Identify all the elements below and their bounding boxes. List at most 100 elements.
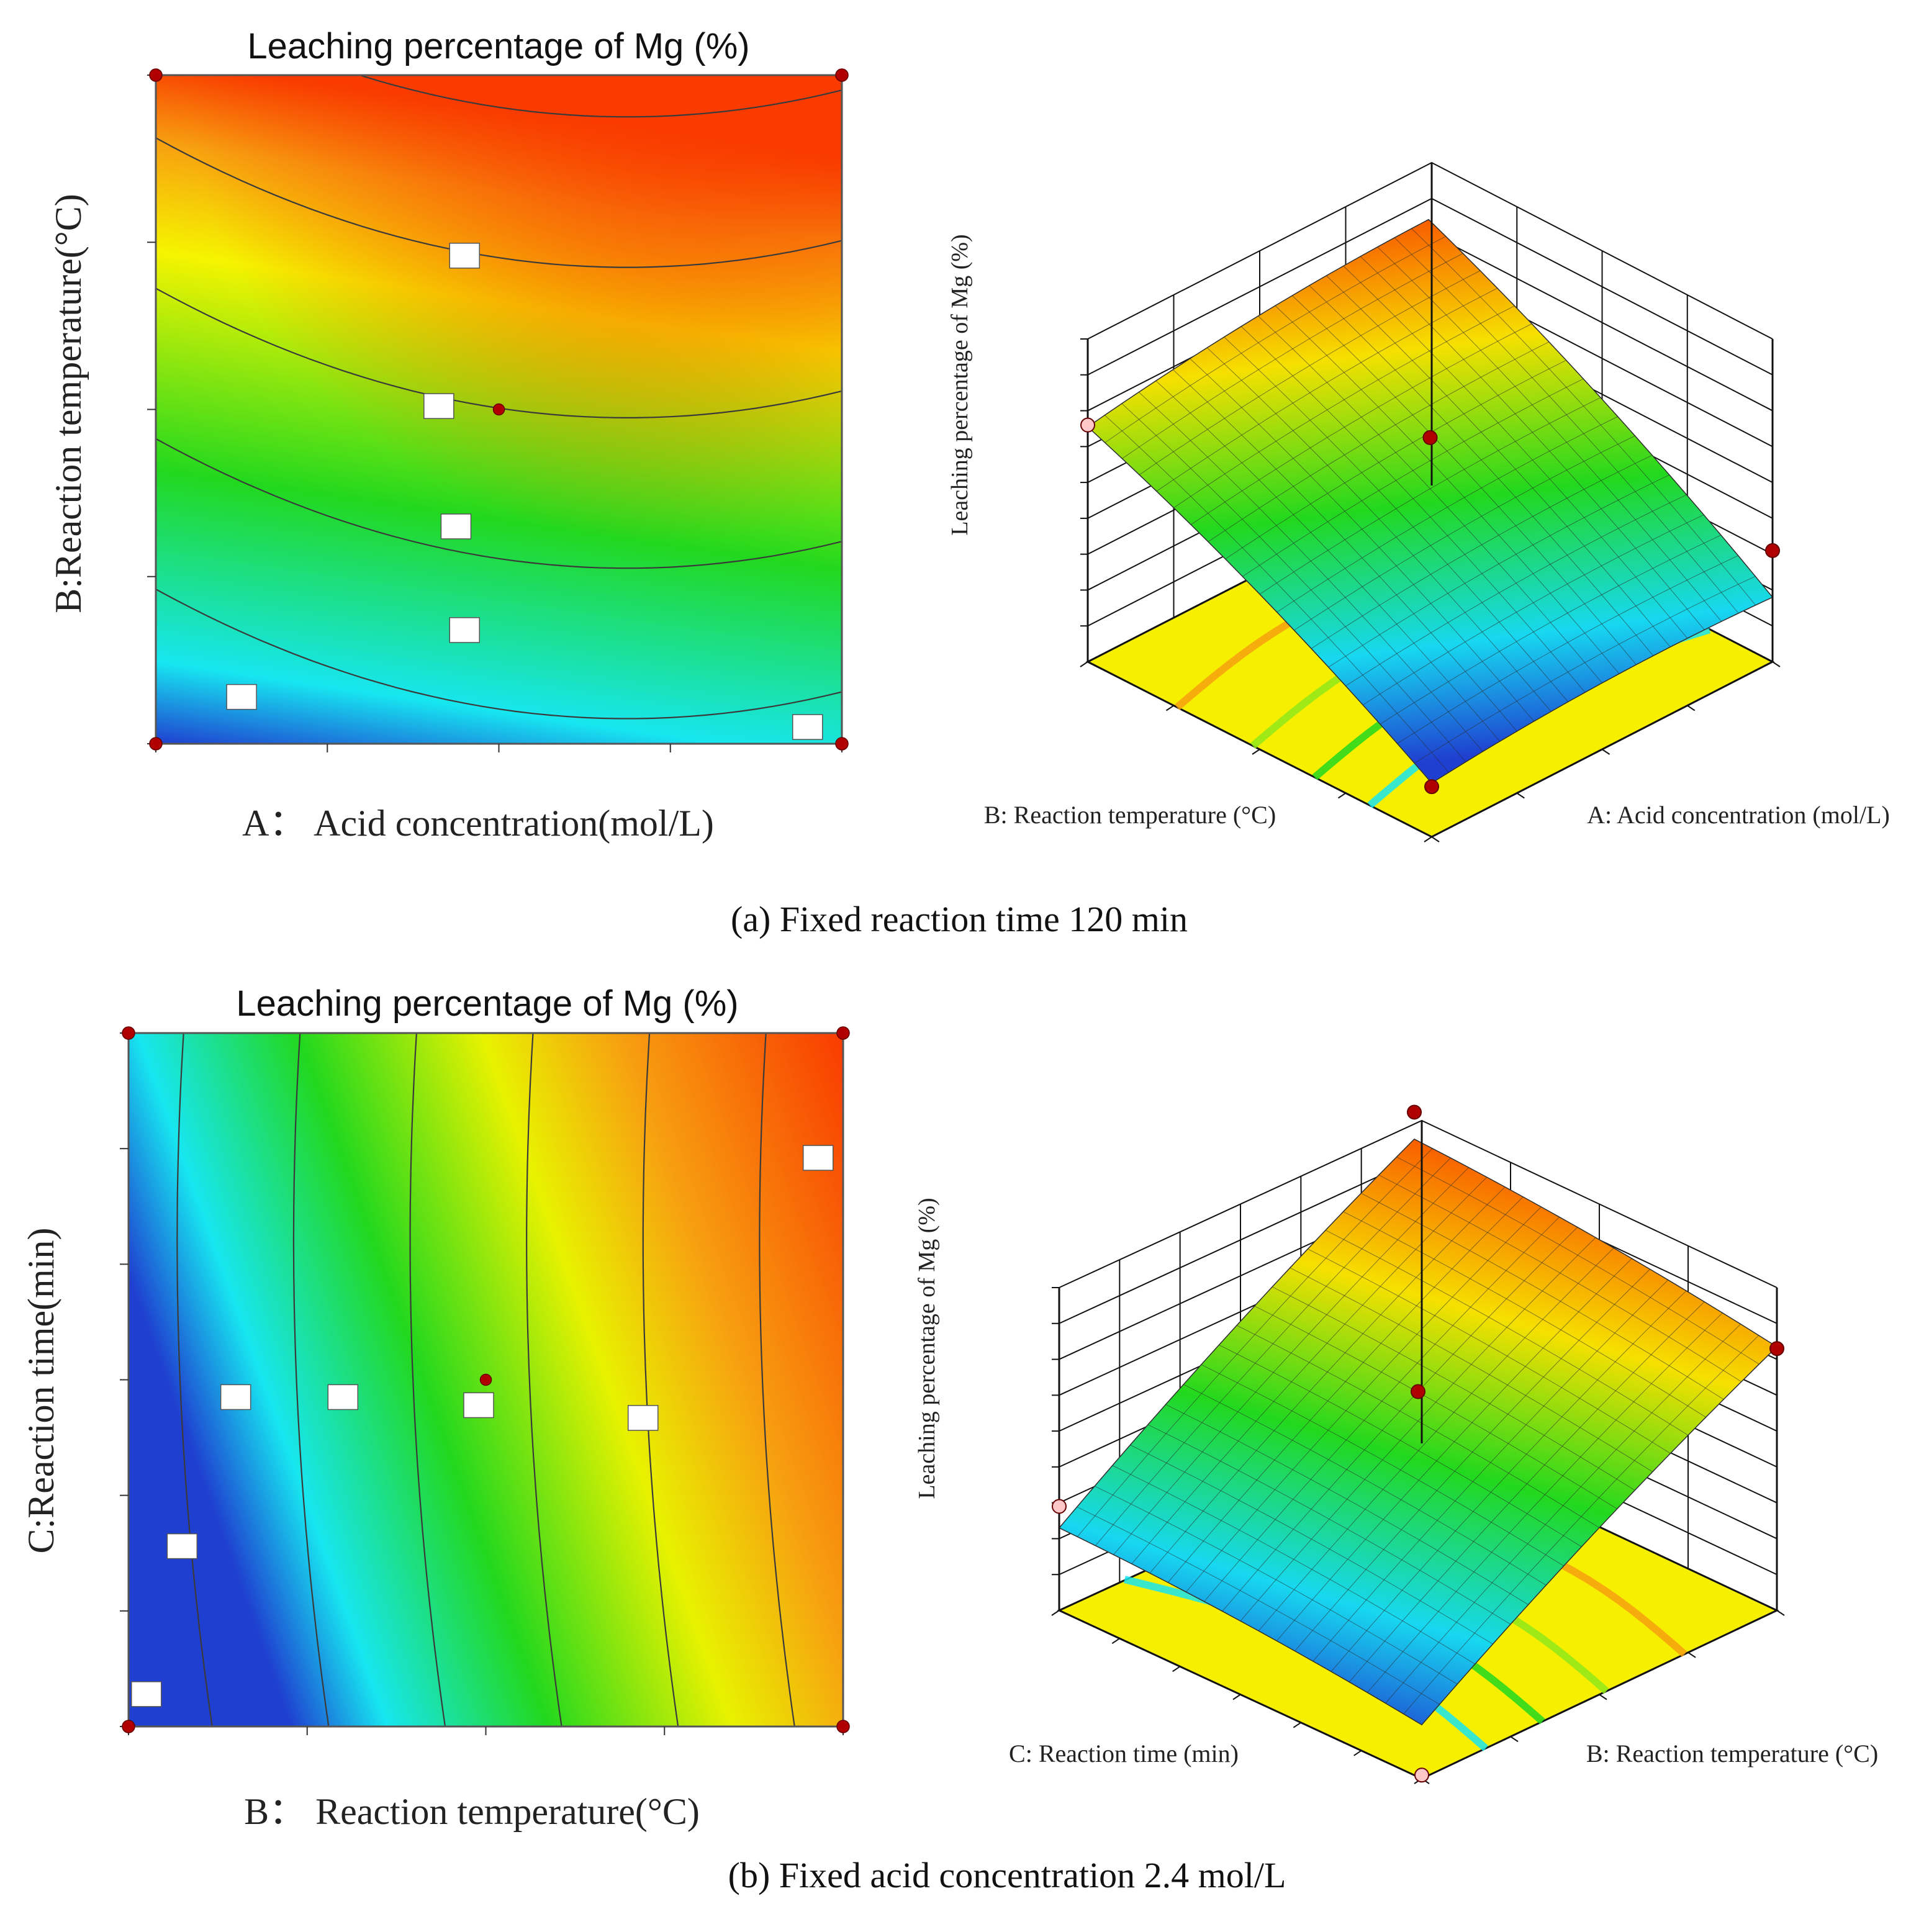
contour-label-box [220, 1384, 251, 1411]
caption-a: (a) Fixed reaction time 120 min [731, 899, 1188, 939]
contour-b-lines [176, 1032, 795, 1727]
x-tick-mark [1772, 661, 1781, 667]
y-tick-mark [1337, 792, 1347, 799]
design-point [1769, 1341, 1784, 1356]
chart-a-surface-zlabel: Leaching percentage of Mg (%) [947, 234, 973, 535]
contour-label-box [131, 1681, 162, 1707]
surface-a-mesh [1086, 219, 1774, 784]
contour-line [155, 137, 843, 268]
design-point [836, 1026, 850, 1040]
design-point [1424, 779, 1439, 795]
mesh-line [1294, 1269, 1650, 1651]
mesh-line [1312, 1280, 1669, 1662]
contour-label [440, 513, 472, 539]
contour-line [155, 438, 843, 569]
surface-b-points [1052, 1104, 1784, 1783]
contour-label [131, 1681, 162, 1707]
y-tick-mark [1172, 1666, 1181, 1672]
surface-a-ticks [1080, 338, 1781, 842]
design-point [1422, 430, 1438, 445]
mesh-line [1259, 397, 1601, 595]
mesh-line [1431, 597, 1773, 783]
design-point [122, 1026, 135, 1040]
mesh-line [1345, 494, 1687, 687]
mesh-line [1122, 253, 1463, 459]
mesh-line [1059, 1139, 1415, 1528]
mesh-line [1276, 416, 1618, 613]
contour-label [792, 714, 823, 740]
x-tick-mark [1599, 1694, 1607, 1700]
mesh-line [1276, 1258, 1632, 1641]
mesh-line [1186, 1206, 1542, 1592]
x-tick-mark [1687, 1651, 1696, 1658]
mesh-line [1139, 270, 1481, 476]
design-point [836, 1720, 850, 1733]
design-point [1052, 1499, 1067, 1514]
design-point [1411, 1384, 1425, 1399]
x-tick-mark [1431, 836, 1440, 842]
caption-b: (b) Fixed acid concentration 2.4 mol/L [728, 1855, 1286, 1895]
contour-label [449, 617, 480, 643]
x-tick-mark [1687, 705, 1696, 711]
contour-label-box [166, 1533, 198, 1560]
surface-a-points [1080, 417, 1780, 795]
mesh-line [1414, 576, 1756, 764]
mesh-line [1113, 1167, 1469, 1555]
contour-line [361, 75, 843, 118]
mesh-line [1403, 1335, 1760, 1715]
chart-a-contour-title: Leaching percentage of Mg (%) [247, 26, 749, 66]
mesh-line [1190, 323, 1532, 525]
contour-label-box [463, 1392, 494, 1419]
mesh-line [1105, 236, 1446, 443]
mesh-line [1208, 341, 1550, 543]
mesh-line [1095, 1157, 1451, 1546]
contour-label [226, 684, 257, 710]
mesh-line [1362, 514, 1704, 705]
surface-plot-b: Leaching percentage of Mg (%) C: Reactio… [914, 1104, 1878, 1784]
contour-label-box [327, 1384, 359, 1411]
contour-label [449, 243, 480, 269]
mesh-line [1156, 287, 1498, 492]
mesh-line [1173, 305, 1515, 508]
chart-a-surface-xlabel: A: Acid concentration (mol/L) [1587, 801, 1890, 829]
mesh-line [1258, 1247, 1614, 1632]
chart-b-surface-xlabel: B: Reaction temperature (°C) [1586, 1740, 1878, 1767]
design-point [835, 737, 849, 751]
contour-label-box [449, 617, 480, 643]
contour-label [327, 1384, 359, 1411]
surface-b-mesh [1058, 1138, 1778, 1726]
x-tick-mark [1601, 749, 1611, 755]
design-point [149, 737, 163, 751]
chart-b-contour-ylabel: C:Reaction time(min) [20, 1228, 61, 1554]
mesh-line [1348, 1301, 1705, 1682]
chart-a-surface-ylabel: B: Reaction temperature (°C) [984, 801, 1276, 829]
contour-plot-b: Leaching percentage of Mg (%) B： Reactio… [20, 983, 850, 1832]
mesh-line [1385, 1324, 1741, 1704]
design-point [1407, 1104, 1422, 1120]
contour-label [220, 1384, 251, 1411]
mesh-line [1167, 1196, 1524, 1583]
mesh-line [1149, 1186, 1506, 1574]
x-tick-mark [1510, 1736, 1519, 1743]
mesh-line [1330, 1290, 1687, 1672]
design-point [1765, 543, 1780, 558]
surface-plot-a: Leaching percentage of Mg (%) B: Reactio… [947, 161, 1890, 842]
contour-line [759, 1032, 795, 1727]
contour-label-box [226, 684, 257, 710]
y-tick-mark [1165, 705, 1175, 711]
mesh-line [1087, 219, 1429, 428]
contour-line [176, 1032, 213, 1727]
chart-b-contour-xlabel: B： Reaction temperature(°C) [244, 1791, 700, 1832]
mesh-line [1242, 378, 1584, 577]
x-tick-mark [1776, 1610, 1785, 1616]
contour-a-labels [226, 243, 823, 740]
contour-label [627, 1405, 659, 1431]
y-tick-mark [1293, 1722, 1301, 1728]
contour-line [526, 1032, 562, 1727]
contour-line [642, 1032, 679, 1727]
y-tick-mark [1232, 1694, 1241, 1700]
chart-b-contour-title: Leaching percentage of Mg (%) [236, 983, 738, 1024]
mesh-line [1077, 1148, 1433, 1537]
contour-line [292, 1032, 330, 1727]
